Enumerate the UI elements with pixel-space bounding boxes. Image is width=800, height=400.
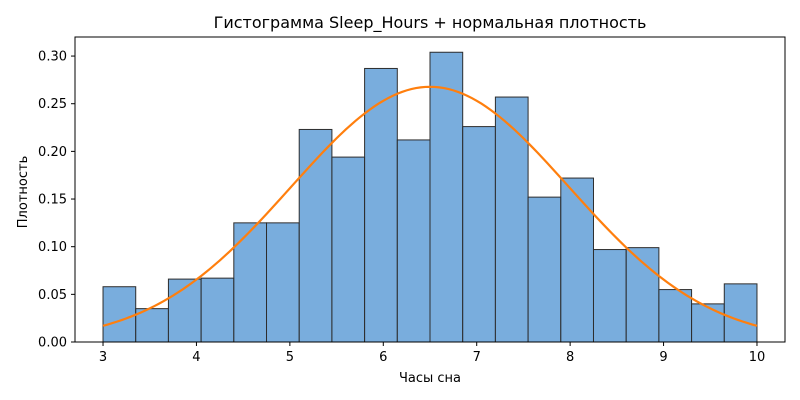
- x-axis: 3 4 5 6 7 8 9 10: [99, 342, 765, 365]
- x-tick-label: 3: [99, 350, 107, 365]
- histogram-bar: [135, 308, 169, 343]
- normal-density-curve: [102, 85, 758, 327]
- x-tick-label: 8: [566, 350, 574, 365]
- y-tick-label: 0.15: [38, 193, 67, 208]
- histogram-bar: [429, 51, 464, 343]
- histogram-bar: [462, 126, 496, 343]
- y-tick-label: 0.05: [38, 288, 67, 303]
- chart-title: Гистограмма Sleep_Hours + нормальная пло…: [214, 13, 647, 33]
- y-axis: 0.00 0.05 0.10 0.15 0.20 0.25 0.30: [38, 50, 75, 351]
- y-axis-label: Плотность: [16, 156, 31, 228]
- histogram-bar: [527, 196, 562, 343]
- histogram-bar: [658, 289, 693, 343]
- x-tick-label: 9: [659, 350, 667, 365]
- histogram-bar: [298, 128, 333, 343]
- histogram-bar: [233, 222, 268, 343]
- histogram-bar: [200, 277, 235, 343]
- y-tick-label: 0.00: [38, 336, 67, 351]
- histogram-bar: [266, 222, 300, 343]
- y-tick-label: 0.20: [38, 145, 67, 160]
- x-tick-label: 4: [192, 350, 200, 365]
- plot-frame: [74, 36, 786, 343]
- histogram-bar: [592, 249, 627, 343]
- histogram-bar: [396, 139, 431, 343]
- histogram-bar: [560, 177, 594, 343]
- histogram-bar: [331, 156, 366, 343]
- histogram-bar: [494, 96, 529, 343]
- x-tick-label: 7: [473, 350, 481, 365]
- x-tick-label: 5: [286, 350, 294, 365]
- y-tick-label: 0.30: [38, 50, 67, 65]
- bars-group: [102, 51, 758, 343]
- x-tick-label: 10: [749, 350, 766, 365]
- y-tick-label: 0.25: [38, 97, 67, 112]
- histogram-bar: [691, 303, 725, 343]
- x-axis-label: Часы сна: [399, 371, 461, 386]
- histogram-bar: [102, 286, 137, 343]
- histogram-bar: [167, 278, 202, 343]
- histogram-bar: [723, 283, 758, 343]
- x-tick-label: 6: [379, 350, 387, 365]
- y-tick-label: 0.10: [38, 240, 67, 255]
